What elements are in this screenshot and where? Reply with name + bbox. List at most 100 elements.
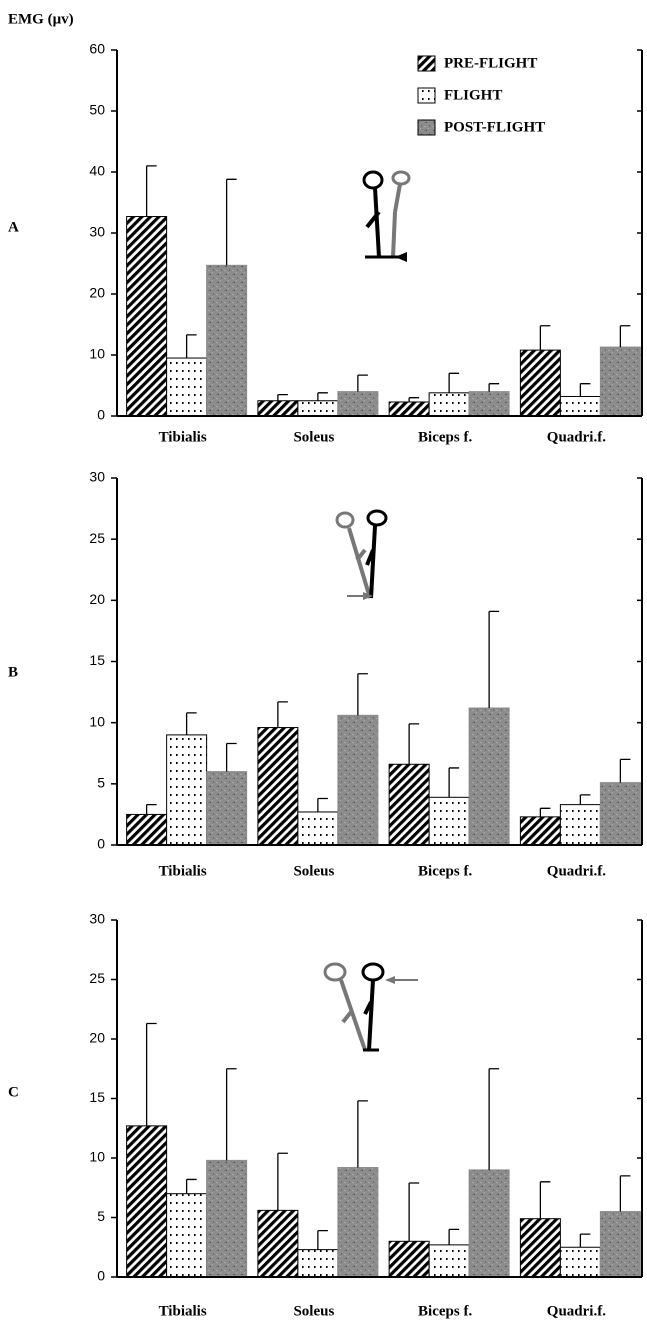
bar [389,764,429,845]
panel-label: A [8,219,19,235]
x-tick-label: Tibialis [159,1303,207,1319]
bar [520,1219,560,1277]
bar [338,715,378,845]
bar [258,728,298,845]
error-bar [540,326,550,350]
panel-label: B [8,664,18,680]
x-tick-label: Tibialis [159,863,207,879]
y-tick-label: 20 [89,285,105,301]
y-tick-label: 10 [89,1149,105,1165]
error-bar [540,808,550,817]
error-bar [540,1182,550,1219]
bar [258,1210,298,1277]
error-bar [409,724,419,764]
x-tick-label: Soleus [293,429,334,445]
x-tick-label: Soleus [293,863,334,879]
bar [469,708,509,845]
bar [600,347,640,416]
x-tick-label: Biceps f. [418,429,472,445]
x-tick-label: Quadri.f. [547,863,606,879]
y-tick-label: 40 [89,163,105,179]
error-bar [358,375,368,391]
bar [389,1241,429,1277]
error-bar [147,166,157,217]
bar [127,814,167,845]
bar [338,1168,378,1277]
error-bar [187,1179,197,1193]
bar [207,1160,247,1277]
bar [560,1247,600,1277]
bar [520,350,560,416]
bar [207,772,247,845]
legend-label: POST-FLIGHT [444,119,545,135]
y-tick-label: 15 [89,652,105,668]
error-bar [278,1153,288,1210]
bar [429,797,469,845]
bar [429,393,469,416]
bar [127,1126,167,1277]
y-tick-label: 15 [89,1089,105,1105]
error-bar [620,1176,630,1212]
x-tick-label: Biceps f. [418,863,472,879]
error-bar [489,611,499,708]
error-bar [147,1024,157,1126]
bar [338,392,378,416]
bar [469,392,509,416]
error-bar [620,759,630,782]
y-tick-label: 5 [97,1208,105,1224]
x-tick-label: Quadri.f. [547,1303,606,1319]
error-bar [278,395,288,401]
legend-label: PRE-FLIGHT [444,55,537,71]
y-tick-label: 20 [89,591,105,607]
y-tick-label: 0 [97,1268,105,1284]
error-bar [449,1229,459,1244]
y-tick-label: 25 [89,970,105,986]
error-bar [318,1231,328,1250]
y-tick-label: 30 [89,469,105,485]
bar [298,401,338,416]
y-tick-label: 0 [97,407,105,423]
bar [560,805,600,845]
error-bar [278,702,288,728]
error-bar [489,1069,499,1170]
y-tick-label: 50 [89,102,105,118]
error-bar [580,795,590,805]
panel-label: C [8,1084,19,1100]
error-bar [620,326,630,347]
error-bar [187,713,197,735]
bar [207,265,247,416]
bar [429,1245,469,1277]
y-tick-label: 5 [97,775,105,791]
y-tick-label: 10 [89,713,105,729]
x-tick-label: Soleus [293,1303,334,1319]
error-bar [227,179,237,265]
error-bar [358,1101,368,1168]
error-bar [449,373,459,393]
bar [298,1250,338,1277]
bar [389,402,429,416]
legend-swatch [418,56,435,71]
error-bar [227,743,237,771]
y-tick-label: 60 [89,41,105,57]
bar [167,735,207,845]
error-bar [227,1069,237,1161]
error-bar [318,799,328,812]
y-tick-label: 10 [89,346,105,362]
y-axis-label: EMG (μv) [8,11,74,27]
error-bar [147,805,157,815]
bar [167,1194,207,1277]
error-bar [449,768,459,797]
bar [600,783,640,845]
error-bar [409,1183,419,1241]
bar [258,401,298,416]
error-bar [409,398,419,402]
y-tick-label: 0 [97,836,105,852]
bar [298,812,338,845]
error-bar [358,674,368,716]
x-tick-label: Tibialis [159,429,207,445]
legend-label: FLIGHT [444,87,502,103]
error-bar [580,384,590,397]
bar [560,396,600,416]
x-tick-label: Biceps f. [418,1303,472,1319]
y-tick-label: 20 [89,1030,105,1046]
